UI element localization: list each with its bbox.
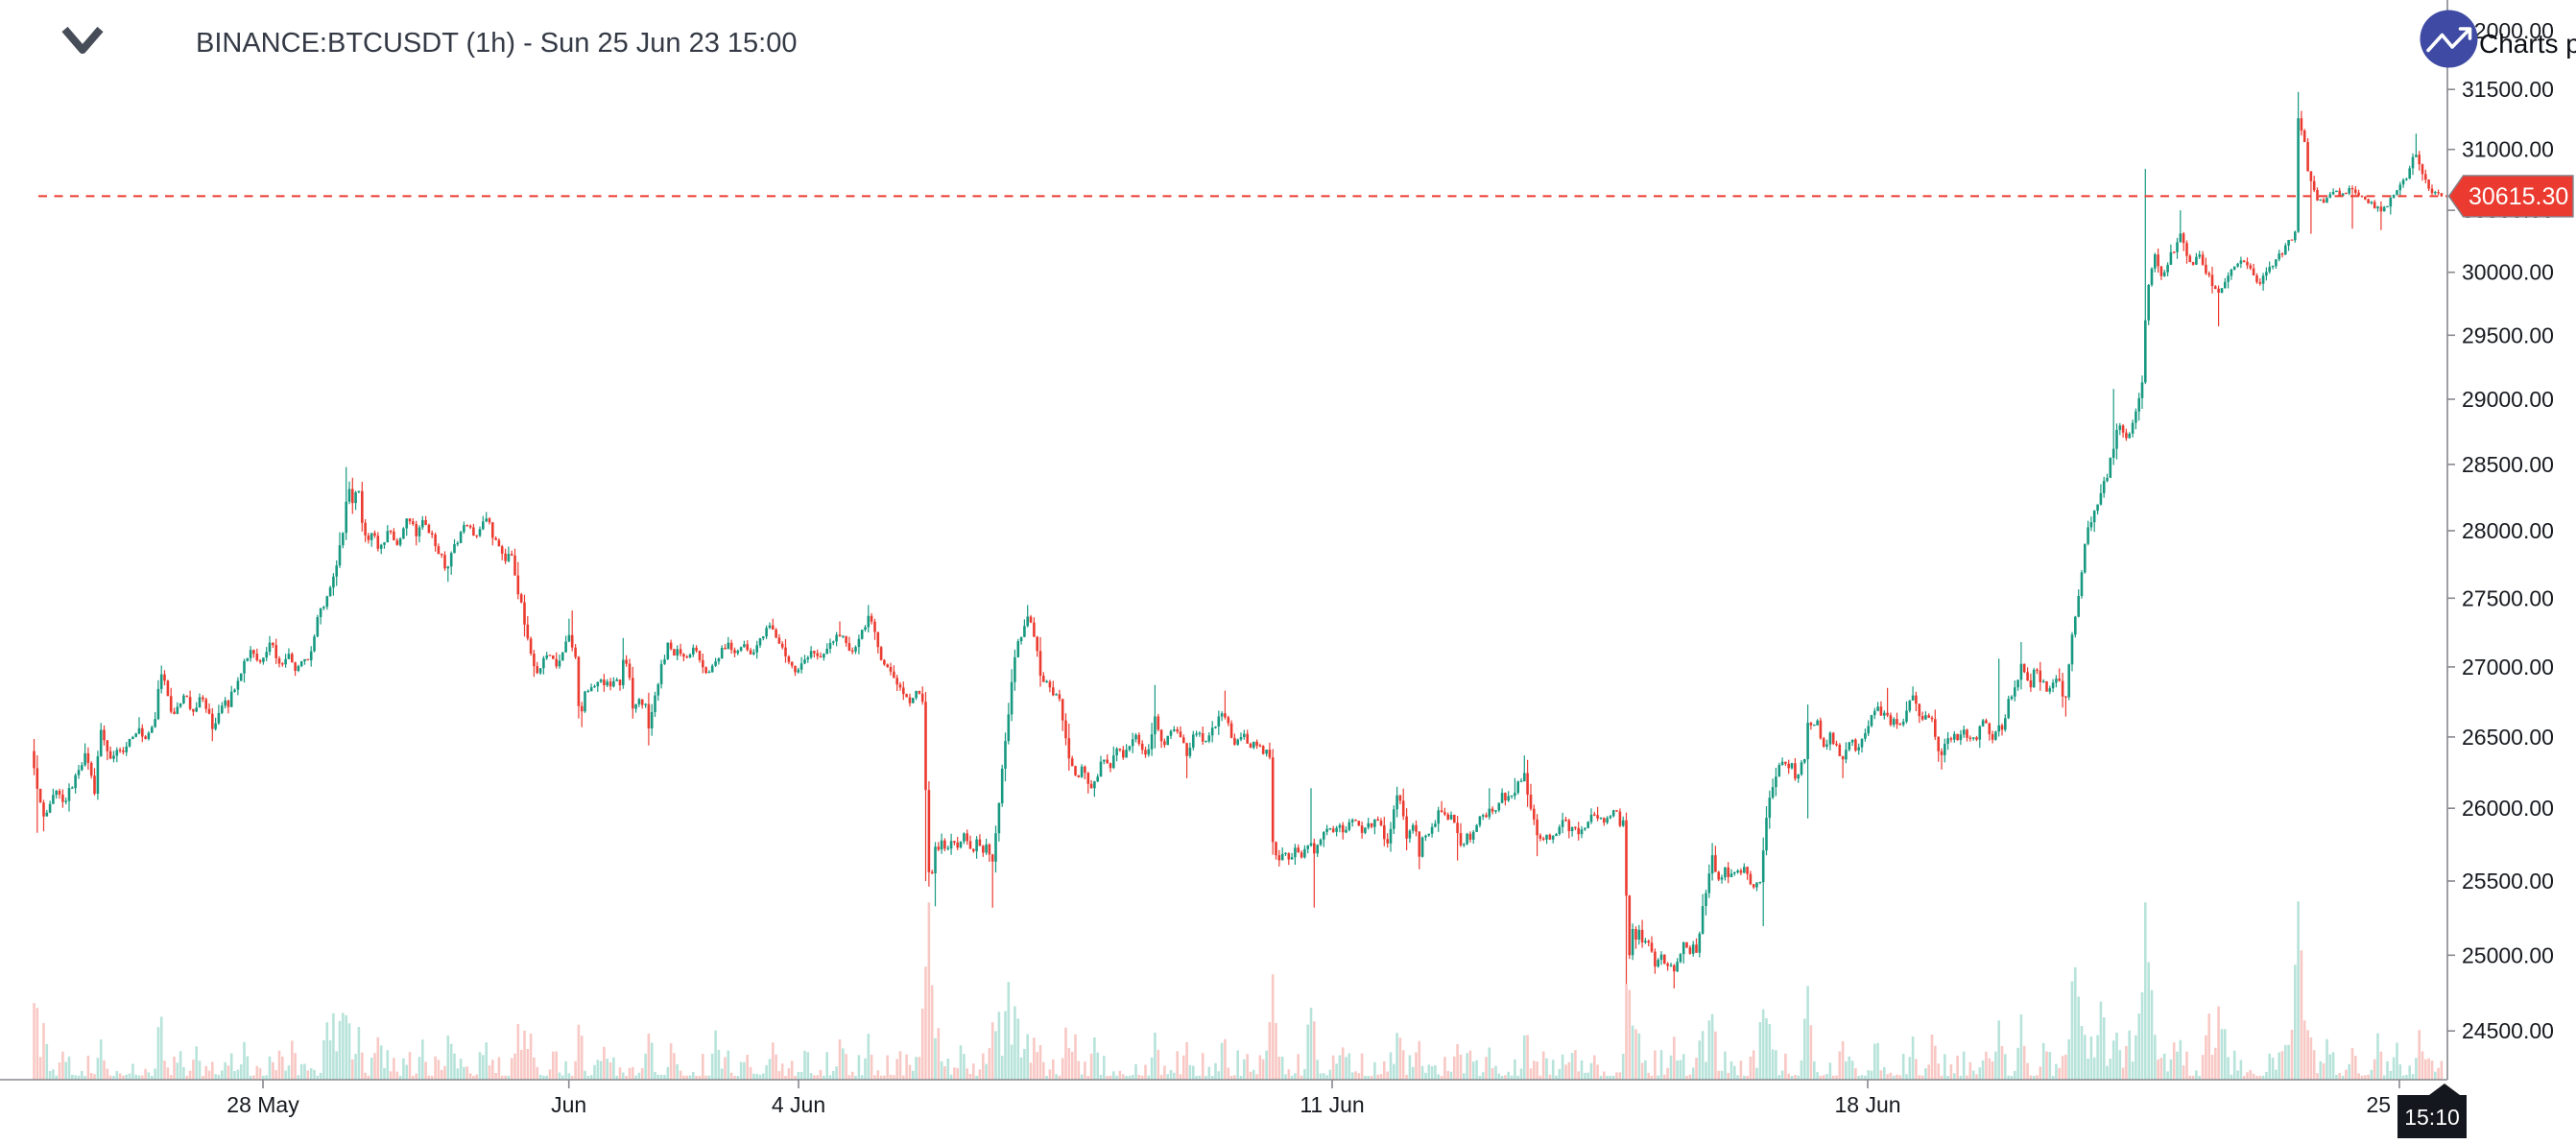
svg-text:28500.00: 28500.00 xyxy=(2462,452,2554,477)
svg-text:28000.00: 28000.00 xyxy=(2462,518,2554,543)
svg-text:Charts powered by TradingView: Charts powered by TradingView xyxy=(2479,29,2576,59)
svg-text:4 Jun: 4 Jun xyxy=(772,1092,825,1117)
svg-text:26500.00: 26500.00 xyxy=(2462,725,2554,750)
svg-text:31500.00: 31500.00 xyxy=(2462,77,2554,102)
svg-text:28 May: 28 May xyxy=(227,1092,299,1117)
svg-text:30000.00: 30000.00 xyxy=(2462,260,2554,285)
svg-text:11 Jun: 11 Jun xyxy=(1300,1092,1364,1117)
svg-text:26000.00: 26000.00 xyxy=(2462,796,2554,821)
svg-text:29000.00: 29000.00 xyxy=(2462,387,2554,412)
svg-text:25500.00: 25500.00 xyxy=(2462,869,2554,894)
svg-text:29500.00: 29500.00 xyxy=(2462,322,2554,347)
svg-text:27500.00: 27500.00 xyxy=(2462,585,2554,610)
svg-text:15:10: 15:10 xyxy=(2404,1105,2460,1130)
svg-text:BINANCE:BTCUSDT (1h) - Sun 25: BINANCE:BTCUSDT (1h) - Sun 25 Jun 23 15:… xyxy=(196,28,797,59)
svg-text:18 Jun: 18 Jun xyxy=(1834,1092,1900,1117)
svg-text:25000.00: 25000.00 xyxy=(2462,942,2554,967)
svg-text:24500.00: 24500.00 xyxy=(2462,1018,2554,1043)
svg-text:31000.00: 31000.00 xyxy=(2462,137,2554,162)
svg-text:Jun: Jun xyxy=(551,1092,586,1117)
svg-text:27000.00: 27000.00 xyxy=(2462,655,2554,679)
svg-text:30615.30: 30615.30 xyxy=(2469,183,2568,210)
